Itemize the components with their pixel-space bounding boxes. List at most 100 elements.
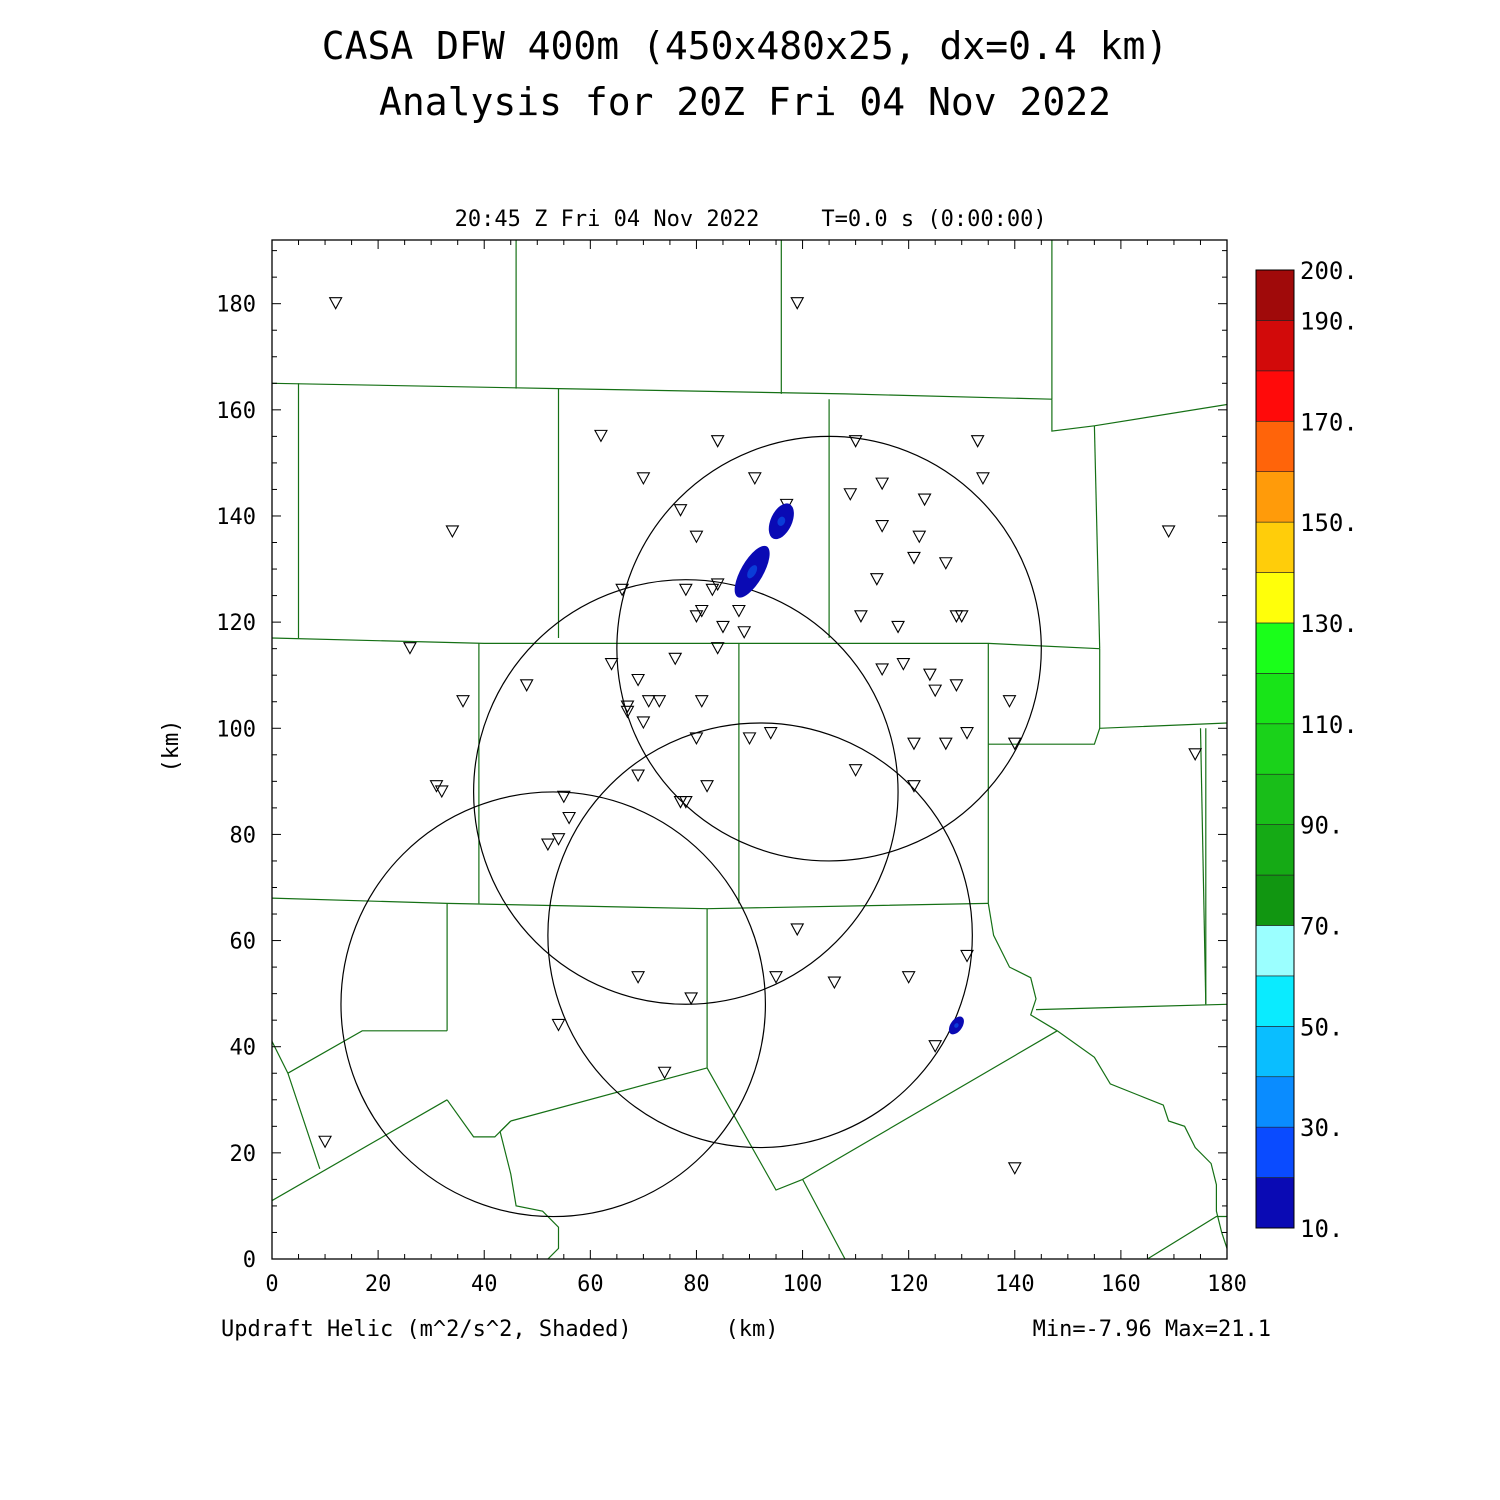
county-line bbox=[1093, 425, 1101, 649]
y-tick-label: 20 bbox=[230, 1142, 257, 1167]
colorbar-label: 50. bbox=[1300, 1013, 1343, 1041]
x-tick-label: 80 bbox=[683, 1272, 710, 1297]
station-marker bbox=[652, 695, 667, 708]
x-tick-labels: 0 20 40 60 80 100 120 140 160 180 bbox=[265, 1272, 1247, 1297]
county-line bbox=[987, 903, 1227, 1249]
county-line bbox=[1051, 399, 1095, 432]
station-marker bbox=[705, 583, 720, 597]
county-line bbox=[272, 382, 1052, 400]
station-marker bbox=[843, 488, 858, 501]
helicity-cell bbox=[768, 503, 794, 540]
station-marker bbox=[769, 971, 783, 984]
station-marker bbox=[700, 780, 714, 793]
colorbar-label: 170. bbox=[1300, 408, 1358, 436]
station-marker bbox=[636, 716, 651, 730]
station-marker bbox=[657, 1066, 672, 1080]
county-line bbox=[1099, 648, 1227, 729]
colorbar-labels: 10. 30. 50. 70. 90. 110. 130. 150. 170. 190. 200. bbox=[1300, 257, 1358, 1243]
station-marker bbox=[456, 695, 470, 708]
station-marker bbox=[1161, 525, 1176, 539]
station-marker bbox=[853, 610, 868, 623]
station-marker bbox=[747, 472, 762, 485]
x-tick-label: 20 bbox=[365, 1272, 392, 1297]
county-boundaries bbox=[272, 240, 1227, 1259]
colorbar-swatch bbox=[1255, 1076, 1295, 1128]
station-marker bbox=[668, 652, 683, 666]
radar-range-rings bbox=[340, 435, 1042, 1218]
station-marker bbox=[710, 642, 725, 655]
y-tick-label: 0 bbox=[243, 1248, 256, 1273]
y-tick-label: 160 bbox=[216, 399, 256, 424]
station-marker bbox=[673, 504, 688, 517]
station-marker bbox=[1188, 748, 1203, 761]
county-line bbox=[1094, 403, 1227, 427]
colorbar-label: 10. bbox=[1300, 1215, 1343, 1243]
county-line bbox=[499, 1120, 560, 1259]
station-marker bbox=[896, 658, 911, 671]
colorbar-swatch bbox=[1255, 1177, 1295, 1229]
station-marker bbox=[938, 557, 953, 570]
colorbar-swatch bbox=[1255, 975, 1295, 1027]
station-marker bbox=[763, 727, 778, 740]
station-marker bbox=[869, 573, 884, 586]
colorbar-swatch bbox=[1255, 572, 1295, 624]
y-tick-labels: 0 20 40 60 80 100 120 140 160 180 bbox=[216, 293, 256, 1273]
county-line bbox=[988, 728, 1101, 745]
y-tick-label: 100 bbox=[216, 717, 256, 742]
colorbar-swatch bbox=[1255, 370, 1295, 422]
station-marker bbox=[875, 477, 890, 491]
station-marker bbox=[875, 520, 890, 533]
colorbar-swatch bbox=[1255, 925, 1295, 977]
colorbar-label: 150. bbox=[1300, 509, 1358, 537]
station-marker bbox=[689, 610, 704, 623]
x-tick-label: 60 bbox=[577, 1272, 604, 1297]
station-marker bbox=[907, 737, 921, 751]
station-marker bbox=[631, 769, 646, 783]
colorbar-swatch bbox=[1255, 1126, 1295, 1178]
x-tick-label: 160 bbox=[1101, 1272, 1141, 1297]
station-marker bbox=[928, 1040, 943, 1053]
station-marker bbox=[604, 658, 619, 671]
range-ring bbox=[473, 579, 899, 1005]
station-marker bbox=[848, 764, 863, 777]
station-marker bbox=[631, 971, 646, 984]
station-marker bbox=[949, 679, 964, 692]
county-line bbox=[272, 637, 1100, 650]
station-marker bbox=[731, 604, 746, 618]
station-marker bbox=[318, 1135, 332, 1149]
colorbar-swatch bbox=[1255, 420, 1295, 472]
station-marker bbox=[636, 472, 651, 485]
county-line bbox=[802, 1030, 1058, 1180]
county-line bbox=[272, 1041, 321, 1169]
helicity-cell bbox=[948, 1016, 964, 1035]
station-marker bbox=[848, 435, 863, 448]
station-marker bbox=[684, 992, 699, 1006]
station-marker bbox=[594, 429, 608, 443]
station-marker bbox=[875, 663, 890, 677]
station-marker bbox=[960, 949, 974, 963]
station-marker bbox=[694, 604, 709, 618]
station-marker bbox=[551, 833, 566, 846]
station-marker bbox=[551, 1018, 566, 1032]
station-marker bbox=[562, 811, 577, 825]
colorbar-swatch bbox=[1255, 320, 1295, 372]
forecast-time: T=0.0 s (0:00:00) bbox=[821, 207, 1046, 232]
station-marker bbox=[901, 971, 916, 984]
station-marker bbox=[631, 673, 646, 687]
station-marker bbox=[1007, 737, 1022, 751]
county-line bbox=[1147, 1215, 1227, 1259]
station-marker bbox=[912, 530, 927, 544]
station-marker bbox=[954, 610, 969, 623]
colorbar-swatch bbox=[1255, 521, 1295, 573]
x-tick-label: 140 bbox=[995, 1272, 1035, 1297]
colorbar-swatch bbox=[1255, 874, 1295, 926]
station-marker bbox=[827, 976, 842, 990]
field-label: Updraft Helic (m^2/s^2, Shaded) bbox=[221, 1317, 632, 1342]
station-marker bbox=[403, 642, 417, 655]
station-marker bbox=[620, 705, 635, 719]
colorbar-label: 30. bbox=[1300, 1114, 1343, 1142]
x-axis-label: (km) bbox=[726, 1317, 779, 1342]
title-line1: CASA DFW 400m (450x480x25, dx=0.4 km) bbox=[322, 24, 1168, 68]
colorbar-swatch bbox=[1255, 673, 1295, 725]
